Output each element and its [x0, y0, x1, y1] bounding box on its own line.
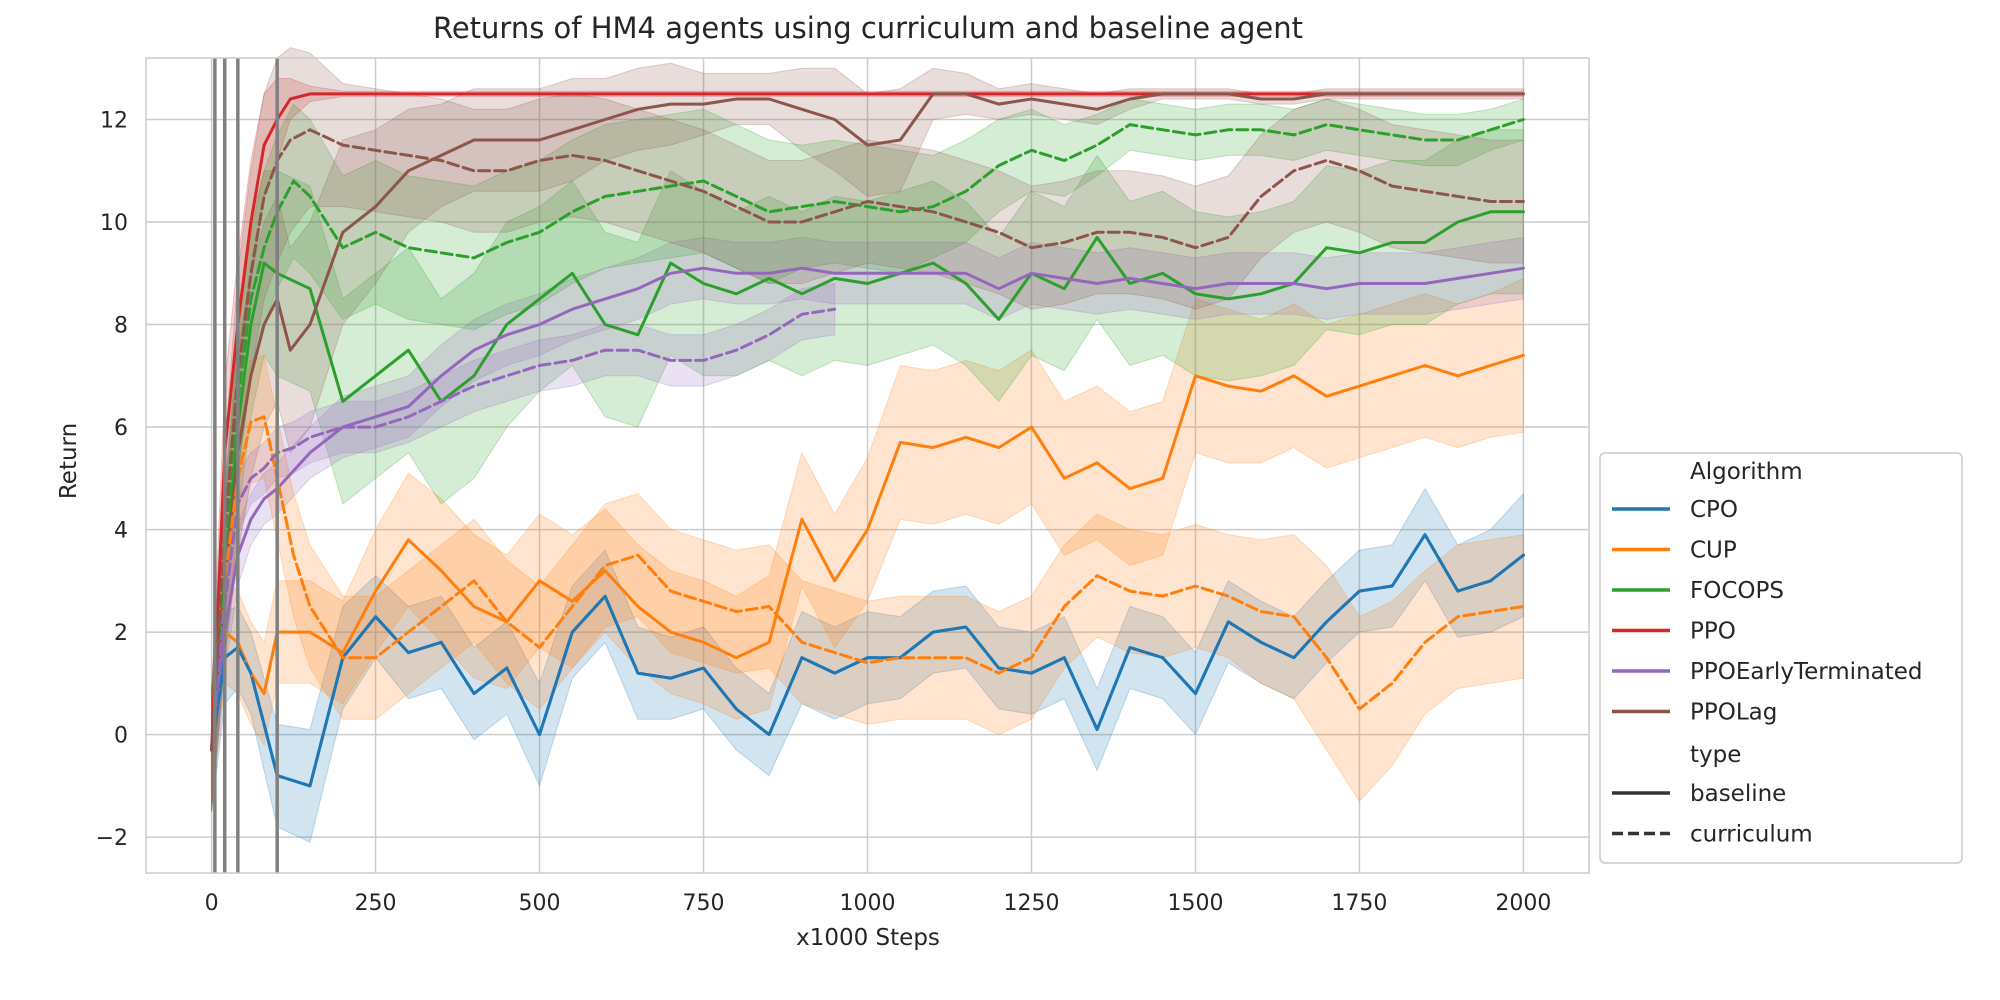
y-axis-label: Return [56, 423, 82, 499]
series-line-cup-curriculum [210, 415, 1525, 752]
x-tick-label: 0 [205, 891, 219, 916]
series-line-focops-curriculum [210, 118, 1525, 752]
x-axis-label: x1000 Steps [796, 925, 940, 951]
legend-type-entries: baseline curriculum [1612, 781, 1813, 848]
y-tick-label: 4 [114, 519, 128, 544]
x-tick-label: 750 [683, 891, 725, 916]
y-tick-label: 0 [114, 724, 128, 749]
grid [146, 58, 1589, 873]
chart-title: Returns of HM4 agents using curriculum a… [433, 11, 1303, 45]
y-tick-label: 12 [100, 109, 128, 134]
band-ppolag-baseline [211, 62, 1524, 812]
legend-label-focops: FOCOPS [1690, 578, 1784, 604]
y-tick-label: 10 [100, 211, 128, 236]
series-line-ppolag-baseline [210, 92, 1525, 752]
legend-label-ppolag: PPOLag [1690, 700, 1777, 726]
legend-title-algorithm: Algorithm [1690, 459, 1803, 485]
legend: Algorithm CPO CUP FOCOPS PPO PPOEarlyTermina… [1599, 452, 1963, 864]
axis-ticks: 0 250 500 750 1000 1250 1500 1750 2000 −2 0 2 4 6 8 10 1… [96, 109, 1552, 916]
band-cup-curriculum [211, 354, 1524, 803]
legend-label-ppo: PPO [1690, 619, 1736, 645]
series-line-ppoearlyterminated-curriculum [210, 307, 837, 752]
x-tick-label: 1750 [1331, 891, 1387, 916]
legend-label-ppoearlyterminated: PPOEarlyTerminated [1690, 659, 1923, 685]
band-cpo-baseline [211, 487, 1524, 843]
legend-box [1599, 452, 1963, 864]
series-line-cup-baseline [210, 353, 1525, 752]
vertical-markers [213, 58, 279, 873]
series-line-focops-baseline [210, 210, 1525, 752]
series-line-ppo-baseline [210, 92, 1525, 752]
x-tick-label: 1250 [1003, 891, 1059, 916]
x-tick-label: 1500 [1167, 891, 1223, 916]
x-tick-label: 250 [355, 891, 397, 916]
series-line-ppoearlyterminated-baseline [210, 266, 1525, 752]
y-tick-label: −2 [96, 826, 128, 851]
legend-algorithm-entries: CPO CUP FOCOPS PPO PPOEarlyTerminated PPOLag [1612, 497, 1923, 726]
legend-label-baseline: baseline [1690, 781, 1786, 807]
legend-title-type: type [1690, 742, 1741, 768]
series-lines [210, 92, 1525, 788]
x-tick-label: 500 [519, 891, 561, 916]
legend-label-cup: CUP [1690, 538, 1737, 564]
band-focops-curriculum [211, 98, 1524, 802]
y-tick-label: 6 [114, 416, 128, 441]
series-line-cpo-curriculum [210, 533, 1525, 788]
band-cup-baseline [211, 277, 1524, 812]
legend-label-cpo: CPO [1690, 497, 1738, 523]
band-ppoearlyterminated-baseline [211, 236, 1524, 802]
series-line-ppolag-curriculum [210, 128, 1525, 752]
y-tick-label: 2 [114, 621, 128, 646]
y-tick-label: 8 [114, 314, 128, 339]
x-tick-label: 2000 [1495, 891, 1551, 916]
x-tick-label: 1000 [840, 891, 896, 916]
legend-label-curriculum: curriculum [1690, 822, 1813, 848]
plot-frame [145, 57, 1590, 874]
